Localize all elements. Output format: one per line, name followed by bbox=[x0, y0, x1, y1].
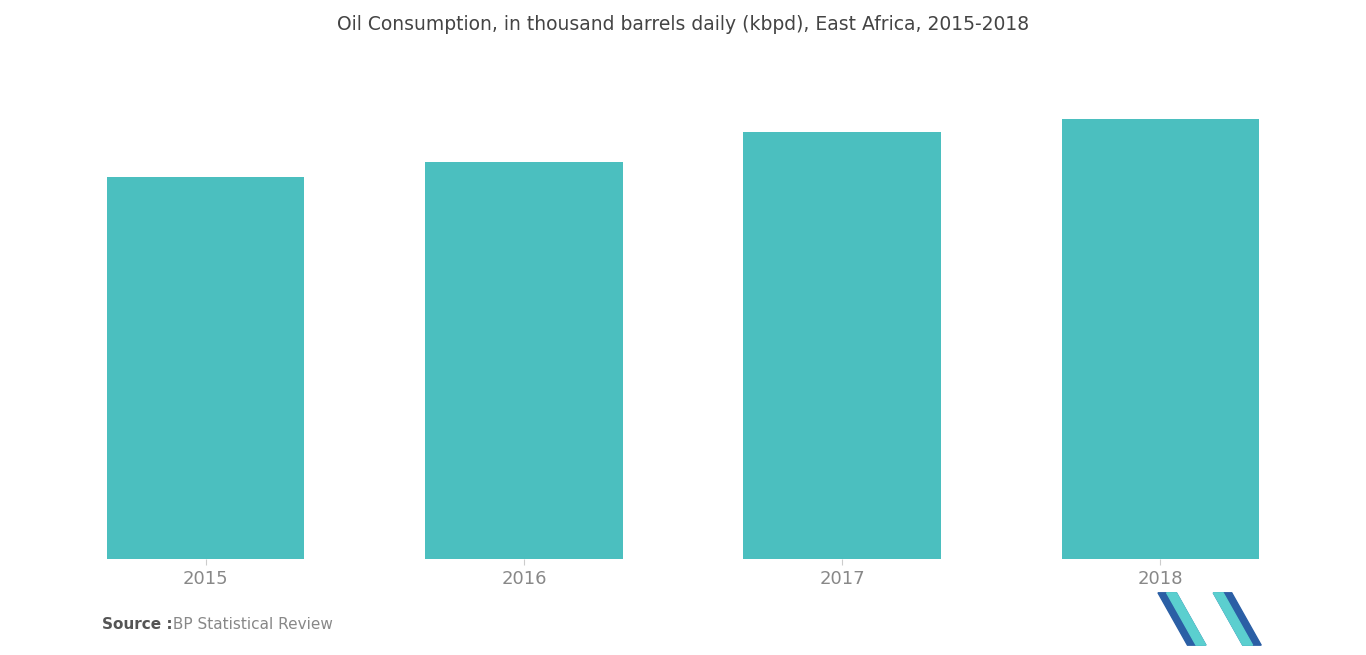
Polygon shape bbox=[1213, 593, 1261, 645]
Bar bbox=[743, 132, 941, 559]
Title: Oil Consumption, in thousand barrels daily (kbpd), East Africa, 2015-2018: Oil Consumption, in thousand barrels dai… bbox=[337, 15, 1029, 34]
Bar bbox=[1061, 119, 1258, 559]
Polygon shape bbox=[1158, 593, 1206, 645]
Text: BP Statistical Review: BP Statistical Review bbox=[168, 617, 333, 632]
Polygon shape bbox=[1213, 593, 1253, 645]
Bar bbox=[108, 178, 305, 559]
Bar bbox=[425, 162, 623, 559]
Polygon shape bbox=[1167, 593, 1206, 645]
Text: Source :: Source : bbox=[102, 617, 173, 632]
